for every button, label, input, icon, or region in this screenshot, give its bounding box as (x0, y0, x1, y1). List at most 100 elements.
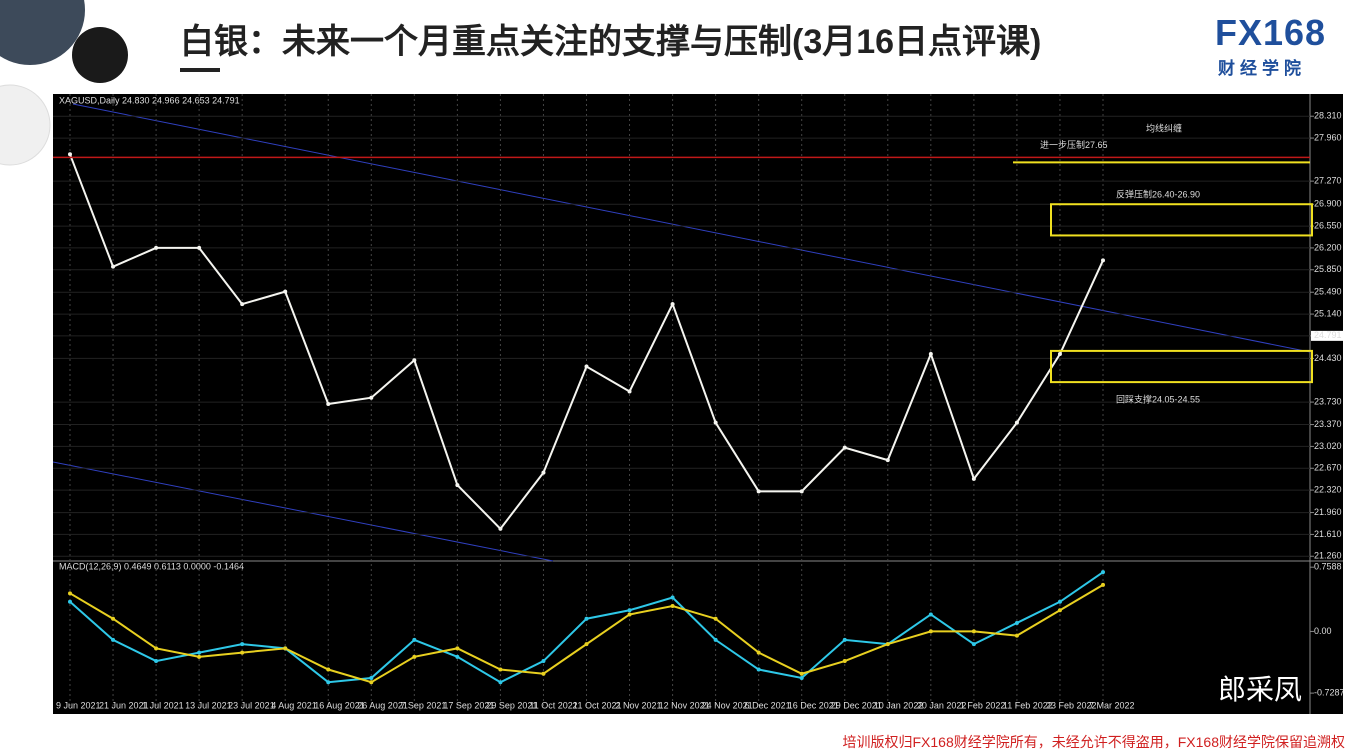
point (68, 591, 72, 596)
point (842, 445, 847, 450)
point (670, 595, 675, 600)
point (971, 642, 976, 647)
point (756, 667, 761, 672)
point (885, 642, 890, 647)
point (541, 671, 546, 676)
point (111, 264, 116, 269)
y-tick-label: 27.270 (1314, 176, 1342, 186)
x-tick-label: 10 Jan 2022 (874, 700, 924, 710)
point (885, 458, 890, 463)
point (842, 637, 847, 642)
y-tick-label: 27.960 (1314, 132, 1342, 142)
x-tick-label: 9 Jun 2021 (56, 700, 101, 710)
x-tick-label: 17 Sep 2021 (443, 700, 494, 710)
y-tick-label: 28.310 (1314, 111, 1342, 121)
point (498, 526, 503, 531)
deco-circle (72, 27, 128, 83)
point (799, 675, 804, 680)
point (584, 364, 589, 369)
point (369, 675, 374, 680)
point (971, 629, 976, 634)
zone (1050, 349, 1313, 384)
point (842, 659, 847, 664)
point (240, 302, 245, 307)
deco-circle (0, 0, 85, 65)
x-tick-label: 6 Dec 2021 (745, 700, 791, 710)
price-panel-title: XAGUSD,Daily 24.830 24.966 24.653 24.791 (59, 95, 240, 105)
point (154, 659, 159, 664)
point (670, 302, 675, 307)
x-tick-label: 23 Feb 2022 (1046, 700, 1097, 710)
footer: 培训版权归FX168财经学院所有，未经允许不得盗用，FX168财经学院保留追溯权 (842, 734, 1346, 750)
point (197, 654, 202, 659)
point (713, 637, 718, 642)
note: 均线纠缠 (1146, 122, 1182, 133)
y-tick-label: 21.610 (1314, 529, 1342, 539)
point (1057, 608, 1062, 613)
y-tick-label: 22.320 (1314, 484, 1342, 494)
y-tick-label: 24.430 (1314, 353, 1342, 363)
point (154, 646, 159, 651)
x-tick-label: 11 Feb 2022 (1003, 700, 1053, 710)
point (111, 616, 116, 621)
x-tick-label: 1 Feb 2022 (960, 700, 1006, 710)
point (584, 616, 589, 621)
zone-label: 回踩支撑24.05-24.55 (1116, 393, 1200, 404)
point (283, 646, 288, 651)
y-tick-label: 26.200 (1314, 242, 1342, 252)
point (627, 389, 632, 394)
x-tick-label: 20 Jan 2022 (917, 700, 967, 710)
point (928, 352, 933, 357)
y-tick-label: 24.791 (1314, 330, 1342, 340)
point (541, 470, 546, 475)
x-tick-label: 29 Dec 2021 (831, 700, 882, 710)
title-underline (180, 68, 220, 72)
point (670, 604, 675, 609)
point (412, 358, 417, 363)
last-price-box (1311, 330, 1343, 341)
point (1057, 352, 1062, 357)
point (756, 489, 761, 494)
point (584, 642, 589, 647)
point (369, 395, 374, 400)
point (799, 489, 804, 494)
point (799, 671, 804, 676)
x-tick-label: 7 Mar 2022 (1089, 700, 1135, 710)
point (326, 401, 331, 406)
x-tick-label: 2 Nov 2021 (616, 700, 662, 710)
point (498, 667, 503, 672)
y-tick-label: 26.900 (1314, 199, 1342, 209)
logo-subtitle: 财经学院 (1218, 59, 1306, 78)
y-tick-label: 23.730 (1314, 396, 1342, 406)
x-tick-label: 13 Jul 2021 (185, 700, 232, 710)
point (326, 680, 331, 685)
point (498, 680, 503, 685)
point (756, 650, 761, 655)
y-tick-label: 21.960 (1314, 507, 1342, 517)
x-tick-label: 23 Jul 2021 (228, 700, 275, 710)
point (928, 612, 933, 617)
point (928, 629, 933, 634)
point (111, 637, 116, 642)
point (1057, 599, 1062, 604)
y-tick-label: 25.850 (1314, 264, 1342, 274)
y-tick-label: 0.7588 (1314, 562, 1342, 572)
point (240, 642, 245, 647)
point (154, 245, 159, 250)
channel-line (53, 461, 554, 562)
y-tick-label: -0.7287 (1314, 687, 1343, 697)
y-tick-label: 26.550 (1314, 220, 1342, 230)
point (68, 599, 72, 604)
y-tick-label: 25.490 (1314, 287, 1342, 297)
x-tick-label: 26 Aug 2021 (357, 700, 408, 710)
point (197, 650, 202, 655)
channel-line (72, 103, 1311, 353)
x-tick-label: 16 Aug 2021 (314, 700, 365, 710)
point (1101, 258, 1105, 263)
logo: FX168 (1215, 12, 1327, 53)
point (971, 476, 976, 481)
y-tick-label: 23.370 (1314, 419, 1342, 429)
point (455, 654, 460, 659)
